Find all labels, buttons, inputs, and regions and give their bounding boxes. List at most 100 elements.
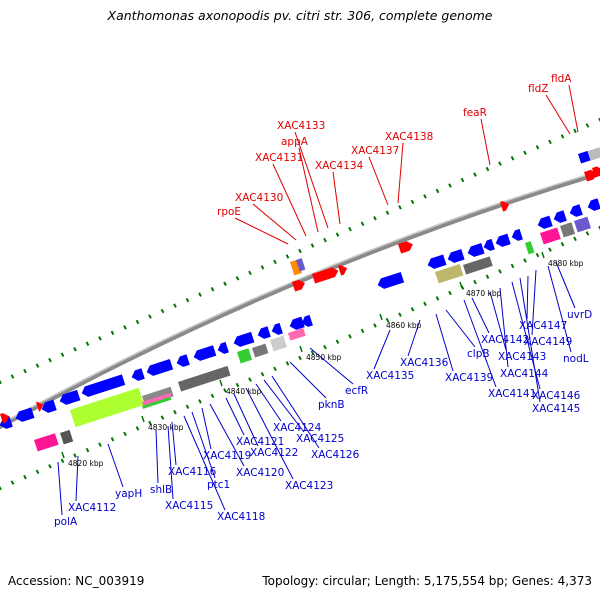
gene-label[interactable]: XAC4142 [481,334,529,346]
forward-gene-arrow [500,201,510,212]
reverse-gene-arrow [131,368,145,381]
guide-dot [0,379,2,385]
guide-dot [10,480,15,485]
gene-label[interactable]: rpoE [217,206,241,218]
gene-label[interactable]: XAC4141 [488,388,536,400]
gene-label[interactable]: XAC4119 [203,450,251,462]
guide-dot [273,366,277,372]
guide-dot [98,442,102,447]
green-stripe [142,396,172,409]
reverse-gene-arrow [193,345,217,361]
gene-labels: rpoE XAC4130 XAC4131 appA XAC4133 XAC4134 XAC4… [54,73,592,528]
gene-label[interactable]: XAC4138 [385,131,433,143]
gene-label[interactable]: XAC4112 [68,502,116,514]
grey-block [462,256,493,275]
khaki-block [435,263,464,284]
guide-dot [473,279,477,285]
guide-dot [398,312,402,317]
guide-dot [585,123,590,128]
gene-label[interactable]: XAC4124 [273,422,322,434]
kbp-tick-mark [141,415,145,423]
guide-dot [448,183,452,188]
gene-label[interactable]: yapH [115,488,142,500]
gene-label[interactable]: fldZ [528,83,548,95]
kbp-tick-mark [219,379,223,387]
guide-dot [585,231,590,236]
gene-label[interactable]: XAC4145 [532,403,580,415]
orange-block [290,259,302,276]
gene-label[interactable]: ptc1 [207,479,230,491]
gene-label[interactable]: XAC4143 [498,351,546,363]
gene-label[interactable]: XAC4126 [311,449,360,461]
guide-dot [348,226,352,232]
green-block [237,348,253,364]
guide-dot [185,297,190,303]
gene-label[interactable]: fldA [551,73,572,85]
gene-label[interactable]: XAC4137 [351,145,399,157]
guide-dot [498,161,502,166]
grey-block [252,343,269,358]
gene-label[interactable]: uvrD [567,309,592,321]
leader-line [155,429,159,484]
gene-label[interactable]: appA [281,136,309,148]
gene-label[interactable]: XAC4139 [445,372,493,384]
guide-dot [260,265,265,270]
gene-label[interactable]: XAC4120 [236,467,284,479]
kbp-tick-mark [541,251,545,259]
gene-label[interactable]: XAC4146 [532,390,581,402]
gene-label[interactable]: XAC4131 [255,152,303,164]
gene-label[interactable]: XAC4123 [285,480,333,492]
forward-gene-arrow [36,401,44,412]
gene-label[interactable]: XAC4122 [250,447,298,459]
guide-dot [310,243,315,248]
slate-block [574,216,592,233]
leader-line [263,379,305,433]
guide-dot [485,166,490,172]
gene-label[interactable]: ecfR [345,385,368,397]
purple-block [296,258,306,272]
gene-label[interactable]: feaR [463,107,487,119]
guide-dot [385,317,390,323]
gene-label[interactable]: nodL [563,353,589,365]
gene-label[interactable]: XAC4115 [165,500,213,512]
gene-label[interactable]: XAC4136 [400,357,449,369]
gene-label[interactable]: XAC4133 [277,120,325,132]
leader-line [545,94,571,135]
leader-line [531,269,537,336]
gene-label[interactable]: XAC4118 [217,511,265,523]
guide-dot [410,307,415,312]
grey-block [60,429,74,445]
leader-line [480,118,491,166]
gene-label[interactable]: XAC4125 [296,433,344,445]
kbp-tick-label: 4820 kbp [68,459,104,468]
guide-dot [110,330,115,336]
gene-label[interactable]: clpB [467,348,490,360]
reverse-gene-arrow [537,215,553,229]
gene-label[interactable]: XAC4130 [235,192,283,204]
guide-dot [123,431,127,437]
gene-label[interactable]: XAC4134 [315,160,364,172]
gene-label[interactable]: shlB [150,484,172,496]
reverse-gene-arrow [233,331,255,347]
gene-label[interactable]: XAC4121 [236,436,284,448]
leader-line [183,415,226,511]
leader-line [75,455,79,502]
guide-dot [473,172,477,177]
gene-label[interactable]: polA [54,516,78,528]
guide-dot [210,393,215,399]
gene-label[interactable]: pknB [318,399,345,411]
guide-dot [448,290,452,296]
gene-label[interactable]: XAC4149 [524,336,572,348]
gene-label[interactable]: XAC4135 [366,370,414,382]
gene-label[interactable]: XAC4116 [168,466,217,478]
guide-dot [160,308,165,314]
gene-label[interactable]: XAC4147 [519,320,567,332]
guide-dot [298,355,302,361]
green-block [525,241,535,255]
leader-line [463,299,497,388]
guide-dot [435,188,440,194]
leader-line [568,84,579,133]
blue-block [578,150,591,164]
gene-label[interactable]: XAC4144 [500,368,549,380]
accession-text: Accession: NC_003919 [8,574,145,588]
